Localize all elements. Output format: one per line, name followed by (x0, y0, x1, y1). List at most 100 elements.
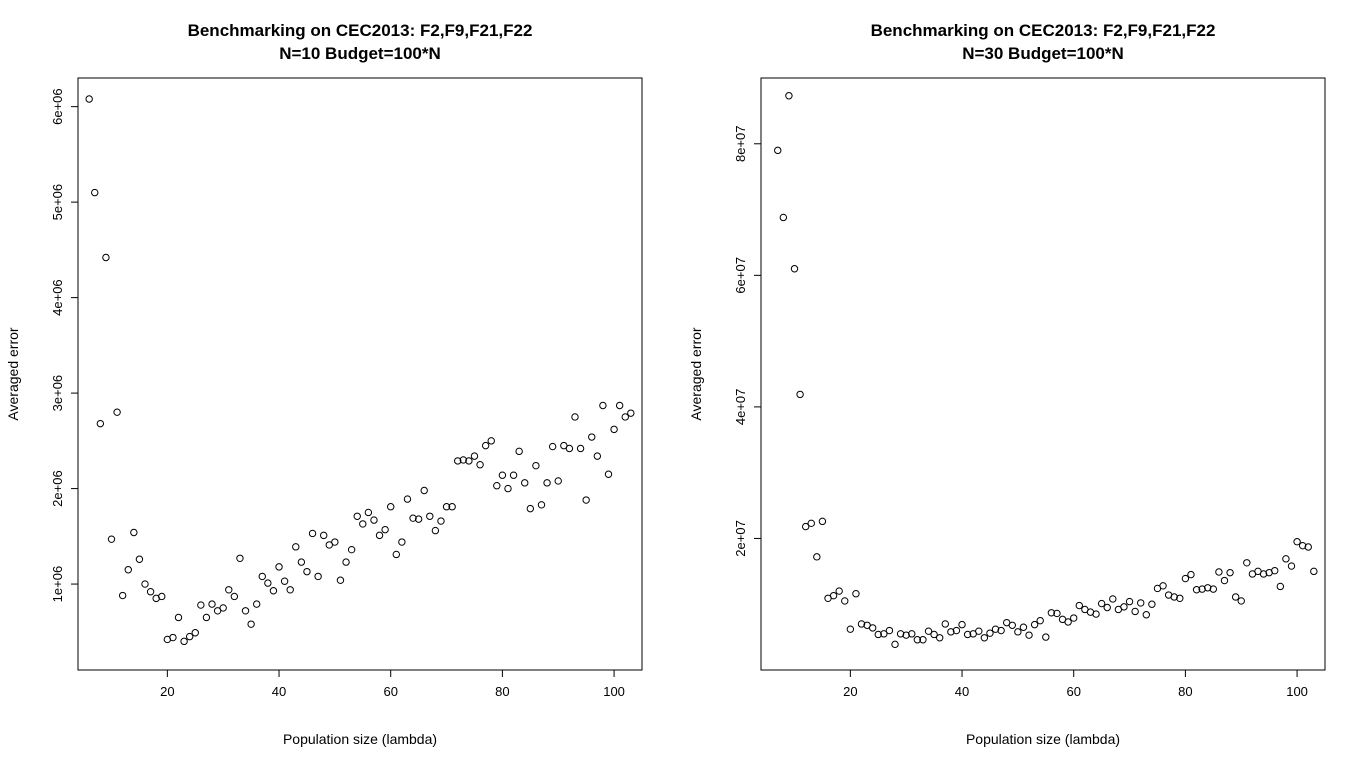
data-point (320, 531, 328, 540)
y-tick-label: 6e+06 (50, 88, 65, 125)
data-point (1170, 593, 1178, 601)
data-point (560, 441, 568, 450)
x-tick-label: 20 (843, 684, 857, 699)
data-point (437, 517, 445, 525)
data-point (908, 630, 916, 638)
data-point (1215, 568, 1223, 576)
data-point (398, 538, 406, 546)
data-point (1070, 614, 1078, 622)
data-point (627, 409, 635, 417)
data-point (941, 620, 949, 628)
y-axis-label: Averaged error (5, 327, 21, 420)
data-point (1231, 593, 1240, 601)
data-point (1209, 585, 1218, 593)
data-point (924, 627, 933, 635)
data-point (504, 484, 512, 493)
data-point (1025, 631, 1033, 639)
data-point (902, 631, 910, 639)
data-point (991, 625, 1000, 633)
data-point (818, 517, 827, 526)
data-point (241, 607, 250, 615)
plot-box (760, 77, 1326, 671)
data-point (604, 470, 613, 478)
data-point (135, 555, 144, 563)
x-tick-label: 100 (603, 684, 625, 699)
data-point (403, 495, 412, 503)
data-point (1125, 597, 1134, 606)
x-tick-label: 80 (495, 684, 509, 699)
data-point (801, 522, 810, 531)
data-point (509, 471, 518, 479)
y-tick-label: 1e+06 (50, 566, 65, 603)
data-point (1103, 603, 1111, 612)
data-point (796, 390, 804, 399)
data-point (565, 444, 574, 453)
data-point (96, 419, 105, 428)
data-point (1310, 567, 1318, 576)
y-tick-label: 2e+06 (50, 470, 65, 507)
y-axis: 1e+06 2e+06 3e+06 4e+06 5e+06 6e+06 (50, 88, 78, 602)
data-point (952, 626, 961, 635)
plot-box (77, 77, 643, 671)
data-point (353, 512, 361, 520)
data-point (835, 587, 843, 595)
x-axis: 20 40 60 80 100 (160, 670, 625, 699)
data-point (1304, 543, 1312, 551)
data-point (197, 601, 205, 609)
data-point (342, 558, 350, 566)
points (85, 95, 635, 646)
data-point (1120, 603, 1128, 611)
data-point (448, 503, 456, 511)
x-tick-label: 100 (1286, 684, 1308, 699)
data-point (599, 401, 607, 410)
data-point (303, 567, 311, 576)
points (774, 92, 1318, 649)
data-point (1131, 607, 1139, 616)
data-point (487, 437, 495, 445)
data-point (1014, 628, 1022, 636)
data-point (841, 597, 849, 605)
data-point (470, 452, 479, 460)
data-point (1042, 633, 1050, 641)
data-point (785, 92, 793, 100)
data-point (225, 586, 233, 594)
y-tick-label: 5e+06 (50, 184, 65, 221)
y-tick-label: 4e+07 (733, 389, 748, 426)
x-axis-label: Population size (lambda) (966, 731, 1120, 747)
data-point (325, 541, 333, 549)
data-point (141, 580, 149, 588)
data-point (790, 265, 799, 273)
data-point (370, 516, 378, 524)
data-point (813, 553, 821, 561)
data-point (185, 632, 194, 641)
data-point (275, 563, 283, 571)
data-point (347, 545, 356, 554)
data-point (1019, 623, 1028, 631)
data-point (532, 461, 540, 470)
data-point (1053, 609, 1061, 618)
x-tick-label: 40 (272, 684, 286, 699)
data-point (537, 501, 546, 509)
data-point (465, 457, 473, 465)
data-point (420, 486, 428, 495)
data-point (543, 479, 551, 487)
chart-subtitle: N=10 Budget=100*N (279, 44, 441, 63)
data-point (359, 520, 367, 528)
data-point (615, 401, 624, 410)
data-point (997, 626, 1005, 635)
data-point (610, 425, 618, 434)
data-point (779, 213, 788, 222)
data-point (857, 620, 866, 628)
data-point (252, 600, 261, 608)
data-point (174, 613, 183, 622)
data-point (1036, 616, 1044, 625)
data-point (280, 577, 289, 585)
data-point (846, 625, 855, 633)
data-point (1092, 610, 1100, 618)
data-point (515, 447, 523, 456)
data-point (947, 628, 955, 636)
data-point (896, 630, 905, 638)
data-point (554, 477, 562, 485)
data-point (336, 576, 345, 584)
data-point (213, 607, 222, 615)
